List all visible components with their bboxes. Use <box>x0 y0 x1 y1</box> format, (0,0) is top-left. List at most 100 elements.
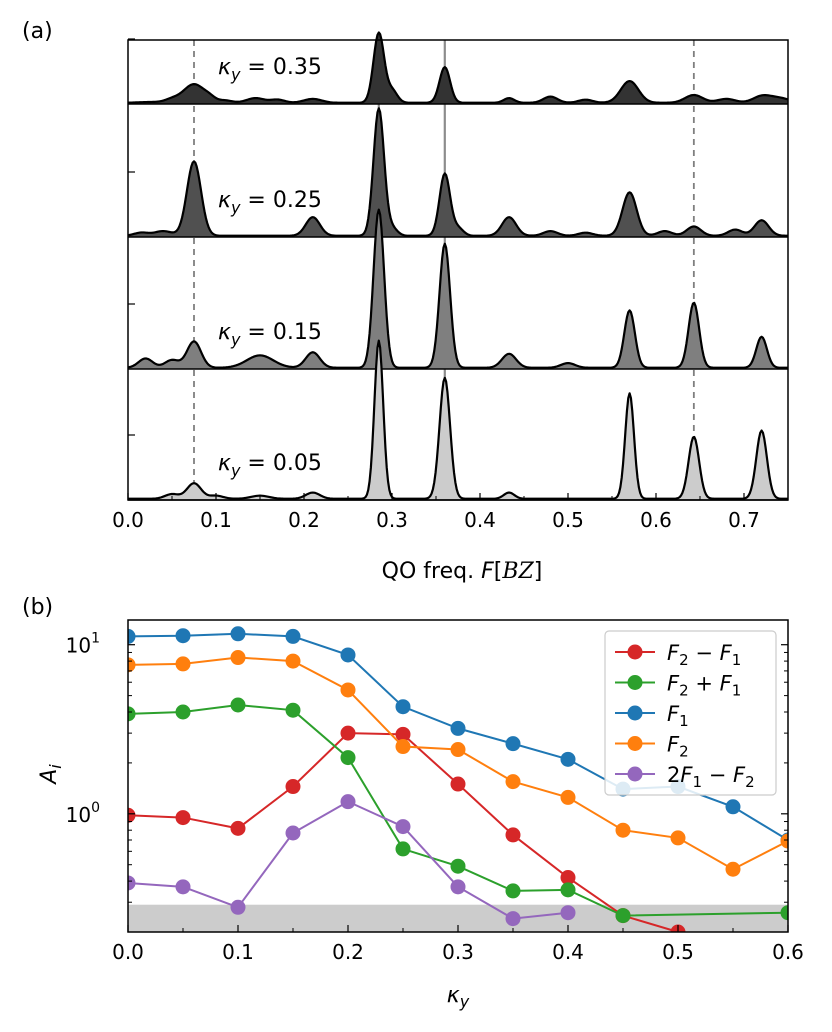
legend-sub: 1 <box>679 712 689 730</box>
data-point <box>505 827 521 843</box>
panel-a-label: (a) <box>22 19 53 44</box>
data-point <box>395 699 411 715</box>
data-point <box>340 750 356 766</box>
spectrum-line-2 <box>127 208 788 369</box>
legend-entry-3: F2 <box>615 733 689 761</box>
legend-marker <box>627 705 643 721</box>
legend-sub: 1 <box>692 773 702 791</box>
x-tick-label-2: 0.2 <box>288 508 320 532</box>
kappa-value: = 0.35 <box>240 55 321 80</box>
panel-b-label: (b) <box>22 595 53 620</box>
legend-coef: 2 <box>667 763 680 787</box>
panel-b-ylabel: Ai <box>37 764 65 786</box>
series-markers-1 <box>128 697 788 924</box>
x-tick-label-0: 0.0 <box>112 940 144 964</box>
spectrum-line-3 <box>128 339 788 500</box>
data-point <box>175 879 191 895</box>
legend-var: F <box>667 733 680 757</box>
kappa-value: = 0.25 <box>240 188 321 213</box>
data-point <box>175 628 191 644</box>
amplitude-series <box>128 626 788 932</box>
data-point <box>505 883 521 899</box>
kappa-value: = 0.05 <box>240 451 321 476</box>
legend-var: F <box>667 702 680 726</box>
legend-sub: 1 <box>732 682 742 700</box>
legend-label: F2 + F1 <box>667 672 741 700</box>
data-point <box>670 830 686 846</box>
legend-var: F <box>667 641 680 665</box>
series-markers-4 <box>128 794 576 927</box>
x-tick-label-5: 0.5 <box>552 508 584 532</box>
x-tick-label-4: 0.4 <box>552 940 584 964</box>
series-markers-2 <box>128 626 788 848</box>
data-point <box>450 720 466 736</box>
kappa-labels: κy = 0.35 κy = 0.25 κy = 0.15κ y = 0.05 <box>218 55 322 480</box>
panel-a: (a) κy = 0.35 κy = 0.25 κy = 0.15κ y = 0.05… <box>22 19 789 584</box>
data-point <box>128 875 136 891</box>
legend-entry-2: F1 <box>615 702 689 730</box>
x-tick-label-1: 0.1 <box>222 940 254 964</box>
x-tick-label-2: 0.2 <box>332 940 364 964</box>
data-point <box>560 789 576 805</box>
legend-marker <box>627 766 643 782</box>
legend-var: F <box>720 672 733 696</box>
data-point <box>450 879 466 895</box>
legend-marker <box>627 644 643 660</box>
legend-var: F <box>720 641 733 665</box>
data-point <box>175 810 191 826</box>
data-point <box>615 908 631 924</box>
kappa-label-1: κy = 0.25 <box>218 188 322 217</box>
data-point <box>175 704 191 720</box>
x-tick-label-0: 0.0 <box>112 508 144 532</box>
x-tick-label-4: 0.4 <box>464 508 496 532</box>
legend-label: F1 <box>667 702 689 730</box>
x-tick-label-3: 0.3 <box>442 940 474 964</box>
legend-sub: 1 <box>732 651 742 669</box>
data-point <box>395 819 411 835</box>
data-point <box>230 899 246 915</box>
data-point <box>285 628 301 644</box>
legend-entry-1: F2 + F1 <box>615 672 741 700</box>
x-tick-label-7: 0.7 <box>728 508 760 532</box>
kappa-subscript: y <box>230 461 241 480</box>
data-point <box>230 820 246 836</box>
data-point <box>505 774 521 790</box>
y-tick-label-0: 100 <box>66 800 100 827</box>
legend-label: 2F1 − F2 <box>667 763 755 791</box>
kappa-subscript: y <box>230 65 241 84</box>
data-point <box>560 882 576 898</box>
data-point <box>395 739 411 755</box>
data-point <box>780 905 788 921</box>
data-point <box>340 682 356 698</box>
series-markers-3 <box>128 650 788 877</box>
y-tick-exponent: 0 <box>91 800 100 816</box>
legend-marker <box>627 675 643 690</box>
kappa-label-0: κy = 0.35 <box>218 55 322 84</box>
legend-op: + <box>689 672 720 696</box>
x-tick-label-1: 0.1 <box>200 508 232 532</box>
spectrum-line-1 <box>127 107 789 237</box>
data-point <box>128 628 136 644</box>
x-tick-label-6: 0.6 <box>640 508 672 532</box>
spectrum-line-0 <box>127 31 789 104</box>
kappa-symbol: κ <box>218 320 231 345</box>
data-point <box>450 858 466 874</box>
data-point <box>505 736 521 752</box>
data-point <box>560 751 576 767</box>
data-point <box>128 807 136 823</box>
data-point <box>285 702 301 718</box>
data-point <box>230 650 246 666</box>
data-point <box>285 653 301 669</box>
data-point <box>175 656 191 672</box>
legend-label: F2 − F1 <box>667 641 741 669</box>
kappa-label-2: κy = 0.15 <box>218 320 322 349</box>
data-point <box>725 861 741 877</box>
legend-entry-4: 2F1 − F2 <box>615 763 755 791</box>
data-point <box>285 779 301 795</box>
data-point <box>230 626 246 642</box>
x-tick-label-3: 0.3 <box>376 508 408 532</box>
data-point <box>285 825 301 841</box>
spectrum-fill-1 <box>128 108 788 237</box>
